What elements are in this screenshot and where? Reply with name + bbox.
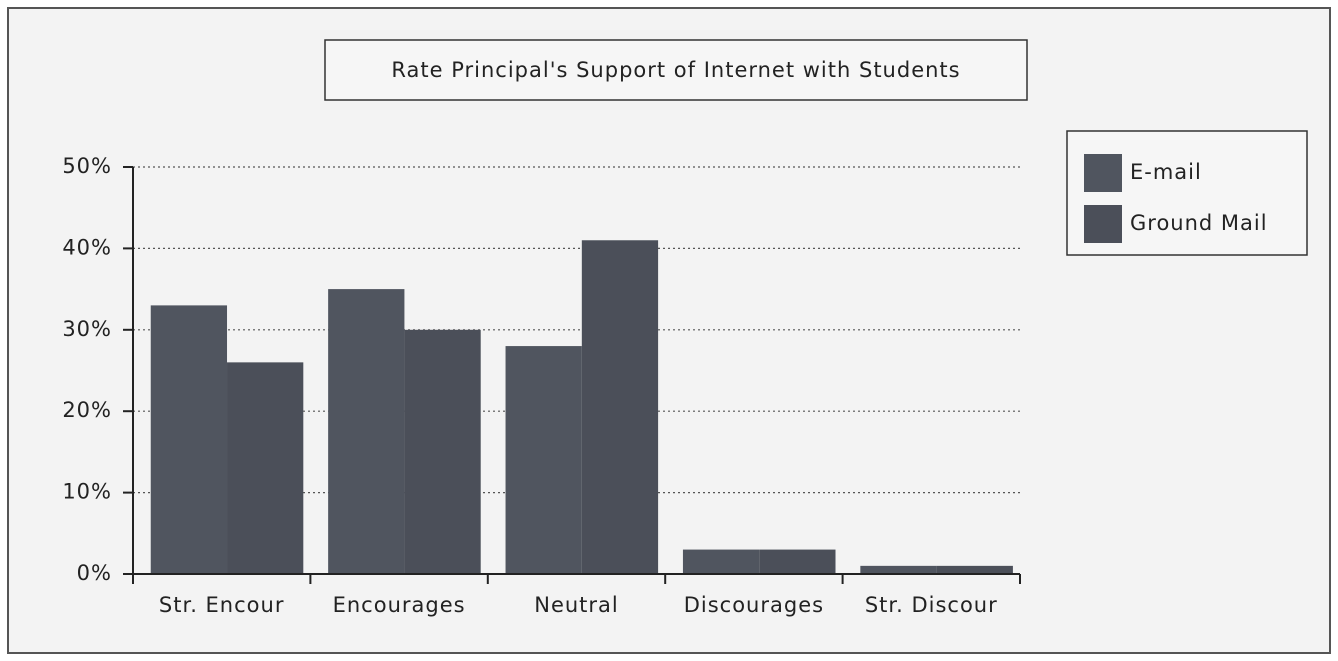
bar — [759, 549, 836, 574]
bar — [505, 346, 582, 574]
bar — [150, 305, 228, 574]
y-tick-label: 50% — [62, 154, 112, 178]
bar — [227, 362, 304, 574]
y-tick-label: 40% — [62, 235, 112, 259]
bar — [936, 565, 1013, 574]
bar — [860, 565, 937, 574]
y-tick-label: 10% — [62, 480, 112, 504]
chart-title: Rate Principal's Support of Internet wit… — [391, 58, 960, 82]
x-tick-label: Str. Discour — [865, 593, 998, 617]
legend-swatch — [1084, 154, 1122, 192]
x-tick-label: Encourages — [333, 593, 466, 617]
y-tick-label: 0% — [77, 561, 112, 585]
y-tick-label: 20% — [62, 398, 112, 422]
title-box — [324, 39, 1028, 101]
bar — [328, 289, 405, 574]
y-tick-label: 30% — [62, 317, 112, 341]
legend-label: Ground Mail — [1130, 211, 1268, 235]
bar — [682, 549, 760, 574]
legend-label: E-mail — [1130, 160, 1202, 184]
x-tick-label: Discourages — [684, 593, 824, 617]
bar — [404, 329, 481, 574]
bar — [581, 240, 659, 574]
x-tick-label: Str. Encour — [159, 593, 285, 617]
x-tick-label: Neutral — [534, 593, 619, 617]
legend-swatch — [1084, 205, 1122, 243]
